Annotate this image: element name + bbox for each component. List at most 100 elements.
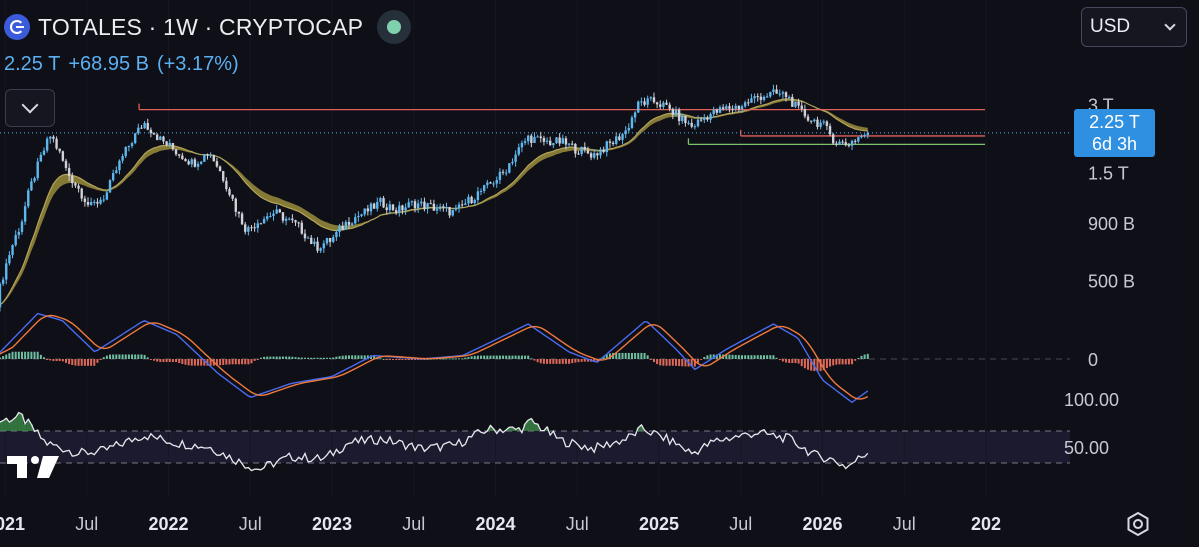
- candle-body: [649, 97, 653, 99]
- collapse-legend-button[interactable]: [5, 89, 55, 127]
- macd-histogram-bar: [511, 355, 514, 359]
- market-status-icon[interactable]: [377, 10, 412, 44]
- candle-body: [838, 141, 841, 145]
- macd-histogram-bar: [363, 355, 366, 359]
- macd-histogram-bar: [197, 359, 200, 366]
- macd-histogram-bar: [725, 354, 728, 359]
- candle-body: [212, 155, 215, 162]
- candle-body: [857, 137, 860, 142]
- candle-body: [108, 180, 112, 193]
- candle-body: [624, 130, 627, 135]
- macd-histogram-bar: [668, 359, 671, 366]
- time-axis[interactable]: 2021 Jul 2022 Jul 2023 Jul 2024 Jul 2025 Jul 2026 J…: [0, 514, 1001, 534]
- macd-histogram-bar: [514, 355, 517, 359]
- candle-body: [71, 176, 74, 184]
- candle-body: [737, 105, 741, 110]
- macd-histogram-bar: [810, 359, 813, 371]
- candle-body: [816, 119, 819, 127]
- candle-body: [539, 136, 542, 138]
- macd-histogram-bar: [168, 359, 171, 363]
- candle-body: [93, 201, 96, 203]
- macd-histogram-bar: [109, 354, 112, 359]
- macd-histogram-bar: [634, 352, 637, 359]
- macd-histogram-bar: [791, 359, 794, 364]
- macd-histogram-bar: [637, 352, 640, 359]
- macd-histogram-bar: [30, 351, 33, 359]
- candle-body: [558, 137, 561, 144]
- macd-histogram-bar: [681, 359, 684, 367]
- macd-histogram-bar: [797, 359, 800, 364]
- macd-histogram-bar: [517, 355, 520, 359]
- candle-body: [209, 155, 212, 157]
- rsi-overbought-fill: [4, 418, 8, 431]
- rsi-pane: [0, 411, 1070, 472]
- macd-histogram-bar: [489, 355, 492, 359]
- candle-body: [772, 89, 775, 92]
- macd-histogram-bar: [137, 354, 140, 359]
- candle-body: [347, 221, 351, 225]
- candle-body: [571, 143, 574, 145]
- price-axis-label: 500 B: [1088, 272, 1135, 292]
- candle-body: [486, 182, 489, 186]
- candle-body: [747, 102, 750, 104]
- macd-histogram-bar: [495, 355, 498, 359]
- macd-histogram-bar: [800, 359, 803, 367]
- macd-histogram-bar: [863, 354, 866, 359]
- candle-body: [787, 96, 791, 98]
- macd-histogram-bar: [285, 356, 288, 359]
- candle-body: [530, 135, 533, 143]
- candle-body: [671, 108, 675, 115]
- macd-histogram-bar: [112, 354, 115, 359]
- candle-body: [451, 209, 454, 216]
- candle-body: [508, 163, 511, 173]
- candle-body: [416, 203, 420, 209]
- candle-body: [615, 136, 618, 144]
- macd-histogram-bar: [819, 359, 822, 372]
- macd-histogram-bar: [832, 359, 835, 366]
- macd-histogram-bar: [338, 356, 341, 359]
- candle-body: [369, 203, 373, 212]
- candle-body: [118, 160, 121, 171]
- current-price: 2.25 T: [4, 53, 61, 75]
- macd-histogram-bar: [143, 354, 146, 359]
- macd-histogram-bar: [2, 356, 5, 359]
- candle-body: [237, 211, 241, 214]
- rsi-overbought-fill: [20, 414, 24, 431]
- chart-settings-icon[interactable]: [1124, 510, 1152, 538]
- macd-axis-label: 0: [1088, 350, 1098, 370]
- macd-histogram-bar: [473, 355, 476, 359]
- time-axis-label: Jul: [75, 514, 98, 534]
- candle-body: [618, 136, 621, 140]
- candle-body: [86, 201, 90, 205]
- candle-body: [58, 148, 61, 152]
- candle-body: [555, 137, 558, 144]
- candle-body: [222, 171, 225, 181]
- currency-selector[interactable]: USD: [1081, 7, 1187, 47]
- candle-body: [464, 203, 467, 205]
- macd-pane: [0, 312, 1070, 404]
- candle-body: [77, 185, 80, 189]
- macd-histogram-bar: [734, 354, 737, 359]
- candle-body: [366, 208, 370, 212]
- symbol-header[interactable]: TOTALES · 1W · CRYPTOCAP: [4, 10, 412, 44]
- candle-body: [64, 160, 68, 168]
- candle-body: [328, 238, 332, 242]
- macd-histogram-bar: [574, 359, 577, 363]
- macd-histogram-bar: [17, 351, 20, 359]
- macd-histogram-bar: [536, 359, 539, 363]
- macd-histogram-bar: [627, 352, 630, 359]
- macd-histogram-bar: [593, 359, 596, 362]
- macd-histogram-bar: [153, 359, 156, 361]
- macd-histogram-bar: [307, 357, 310, 359]
- candle-body: [577, 153, 580, 155]
- symbol-title[interactable]: TOTALES · 1W · CRYPTOCAP: [38, 13, 364, 40]
- macd-histogram-bar: [769, 355, 772, 359]
- macd-histogram-bar: [398, 359, 401, 360]
- tradingview-logo-icon[interactable]: [7, 454, 59, 480]
- candle-body: [718, 107, 722, 113]
- macd-histogram-bar: [256, 359, 259, 360]
- candle-body: [300, 222, 304, 234]
- candle-body: [806, 116, 810, 121]
- candle-body: [322, 243, 326, 249]
